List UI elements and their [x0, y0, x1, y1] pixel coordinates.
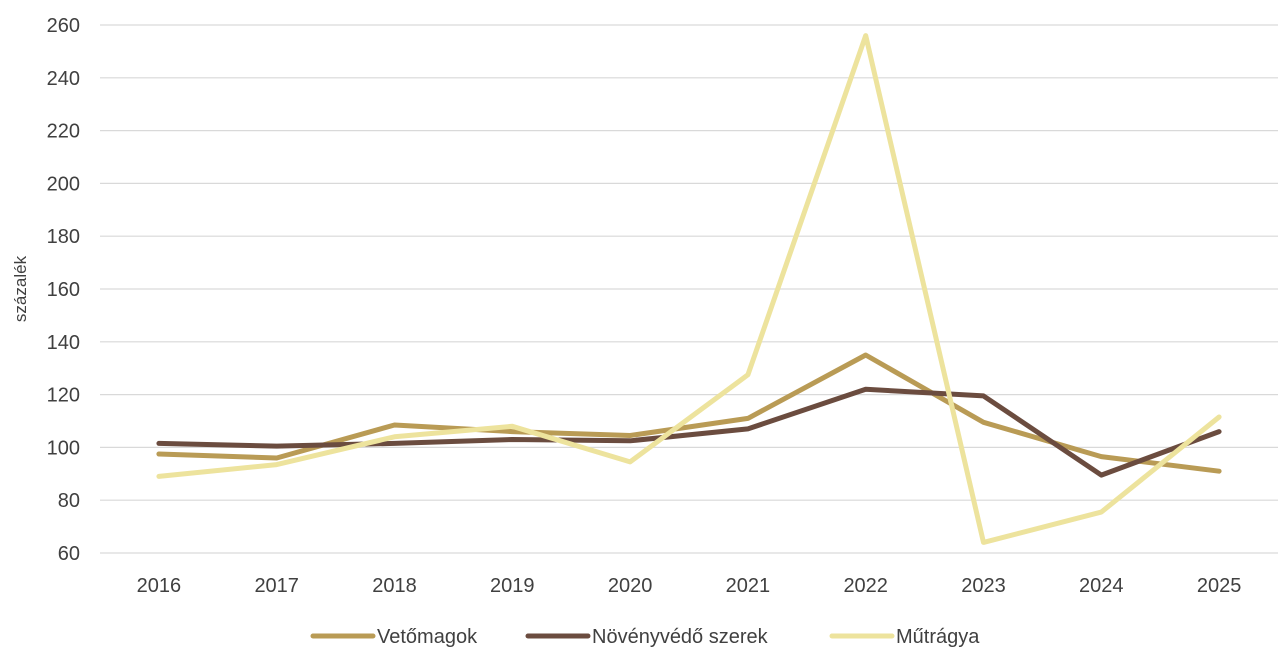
series-line-2 — [156, 386, 1222, 478]
x-tick-label: 2017 — [254, 575, 299, 597]
y-tick-label: 240 — [47, 68, 80, 90]
y-tick-label: 140 — [47, 332, 80, 354]
legend-label: Vetőmagok — [377, 626, 478, 648]
series-line-1 — [156, 352, 1222, 474]
y-tick-label: 80 — [58, 490, 80, 512]
legend-label: Műtrágya — [896, 626, 980, 648]
x-tick-label: 2022 — [843, 575, 888, 597]
series-line-3 — [156, 33, 1222, 545]
legend: Vetőmagok Növényvédő szerek Műtrágya — [310, 626, 980, 648]
series-lines — [156, 33, 1222, 545]
y-axis-ticks: 60 80 100 120 140 160 180 200 220 240 260 — [47, 15, 80, 565]
y-tick-label: 260 — [47, 15, 80, 37]
x-tick-label: 2018 — [372, 575, 417, 597]
y-tick-label: 100 — [47, 437, 80, 459]
y-tick-label: 60 — [58, 543, 80, 565]
y-axis-title: százalék — [11, 255, 30, 322]
y-tick-label: 200 — [47, 173, 80, 195]
y-tick-label: 220 — [47, 121, 80, 143]
x-axis-ticks: 2016 2017 2018 2019 2020 2021 2022 2023 2024 2025 — [137, 575, 1242, 597]
x-tick-label: 2021 — [726, 575, 771, 597]
x-tick-label: 2019 — [490, 575, 535, 597]
legend-label: Növényvédő szerek — [592, 626, 769, 648]
x-tick-label: 2025 — [1197, 575, 1242, 597]
y-tick-label: 160 — [47, 279, 80, 301]
x-tick-label: 2023 — [961, 575, 1006, 597]
y-tick-label: 120 — [47, 385, 80, 407]
y-tick-label: 180 — [47, 226, 80, 248]
x-tick-label: 2020 — [608, 575, 653, 597]
x-tick-label: 2016 — [137, 575, 182, 597]
x-tick-label: 2024 — [1079, 575, 1124, 597]
